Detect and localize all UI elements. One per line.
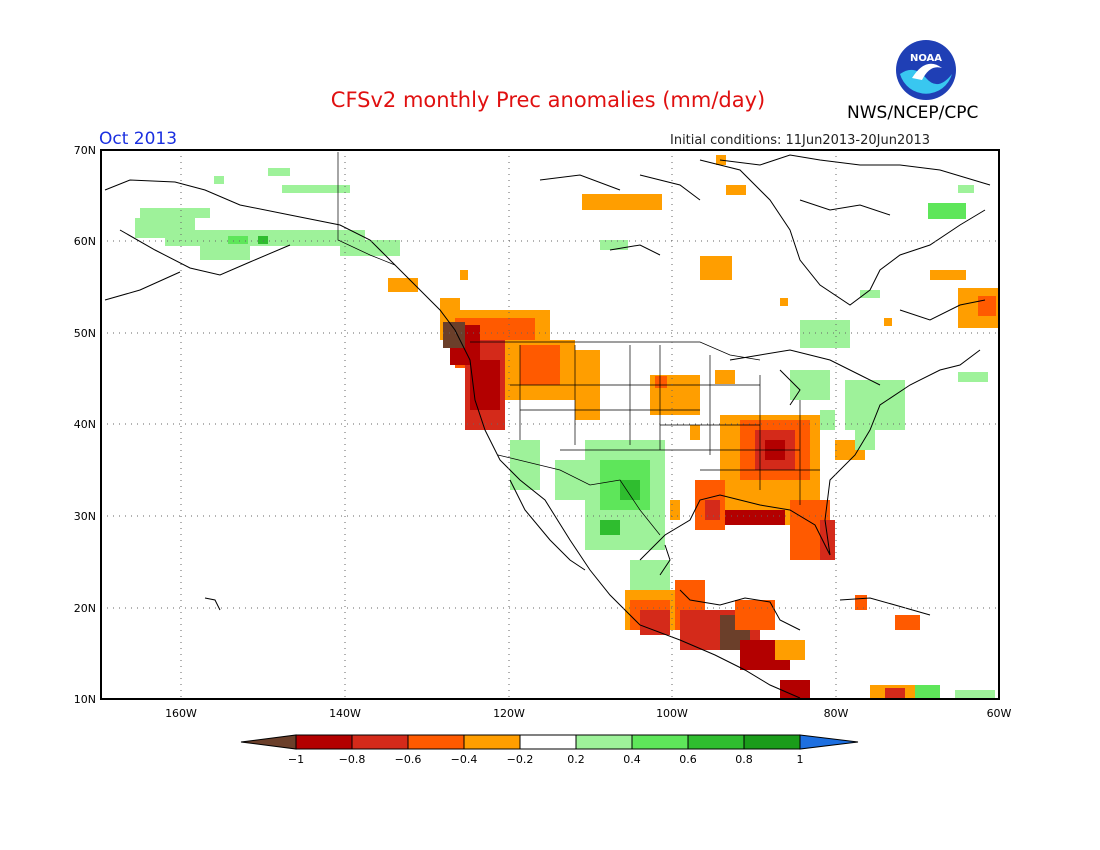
colorbar-label: 0.8 [735, 753, 753, 766]
colorbar-label: −0.4 [451, 753, 478, 766]
organization-label: NWS/NCEP/CPC [847, 103, 979, 123]
colorbar-arrow-right [799, 734, 859, 750]
lat-label-70n: 70N [74, 144, 96, 157]
lat-labels: 70N 60N 50N 40N 30N 20N 10N [74, 144, 96, 706]
lon-labels: 160W 140W 120W 100W 80W 60W [165, 707, 1011, 720]
lon-label-100w: 100W [656, 707, 688, 720]
colorbar-arrow-left [240, 734, 297, 750]
colorbar-labels: −1 −0.8 −0.6 −0.4 −0.2 0.2 0.4 0.6 0.8 1 [288, 753, 804, 766]
logo-text: NOAA [910, 53, 942, 64]
colorbar-swatch-7 [631, 734, 689, 750]
colorbar-swatch-6 [575, 734, 633, 750]
colorbar-label: −0.8 [339, 753, 366, 766]
colorbar-swatch-3 [407, 734, 465, 750]
lon-label-80w: 80W [824, 707, 849, 720]
colorbar [240, 734, 859, 750]
lon-label-140w: 140W [329, 707, 361, 720]
colorbar-swatch-5 [519, 734, 577, 750]
noaa-logo-icon: NOAA [896, 40, 956, 100]
chart-title: CFSv2 monthly Prec anomalies (mm/day) [330, 88, 766, 112]
colorbar-swatch-9 [743, 734, 801, 750]
colorbar-swatch-8 [687, 734, 745, 750]
lon-label-60w: 60W [987, 707, 1012, 720]
colorbar-label: 0.6 [679, 753, 697, 766]
coastlines [104, 154, 991, 699]
lon-label-120w: 120W [493, 707, 525, 720]
boundaries [337, 152, 820, 536]
colorbar-label: −1 [288, 753, 304, 766]
colorbar-label: 0.2 [567, 753, 585, 766]
colorbar-label: 1 [797, 753, 804, 766]
colorbar-label: 0.4 [623, 753, 641, 766]
colorbar-label: −0.2 [507, 753, 534, 766]
colorbar-swatch-4 [463, 734, 521, 750]
colorbar-swatch-2 [351, 734, 409, 750]
lat-label-40n: 40N [74, 418, 96, 431]
lat-label-20n: 20N [74, 602, 96, 615]
map-frame [100, 149, 1000, 700]
lon-label-160w: 160W [165, 707, 197, 720]
forecast-month: Oct 2013 [99, 129, 178, 149]
lat-label-30n: 30N [74, 510, 96, 523]
lat-label-10n: 10N [74, 693, 96, 706]
initial-conditions: Initial conditions: 11Jun2013-20Jun2013 [670, 133, 931, 148]
lat-label-50n: 50N [74, 327, 96, 340]
colorbar-swatch-1 [295, 734, 353, 750]
lat-label-60n: 60N [74, 235, 96, 248]
colorbar-label: −0.6 [395, 753, 422, 766]
